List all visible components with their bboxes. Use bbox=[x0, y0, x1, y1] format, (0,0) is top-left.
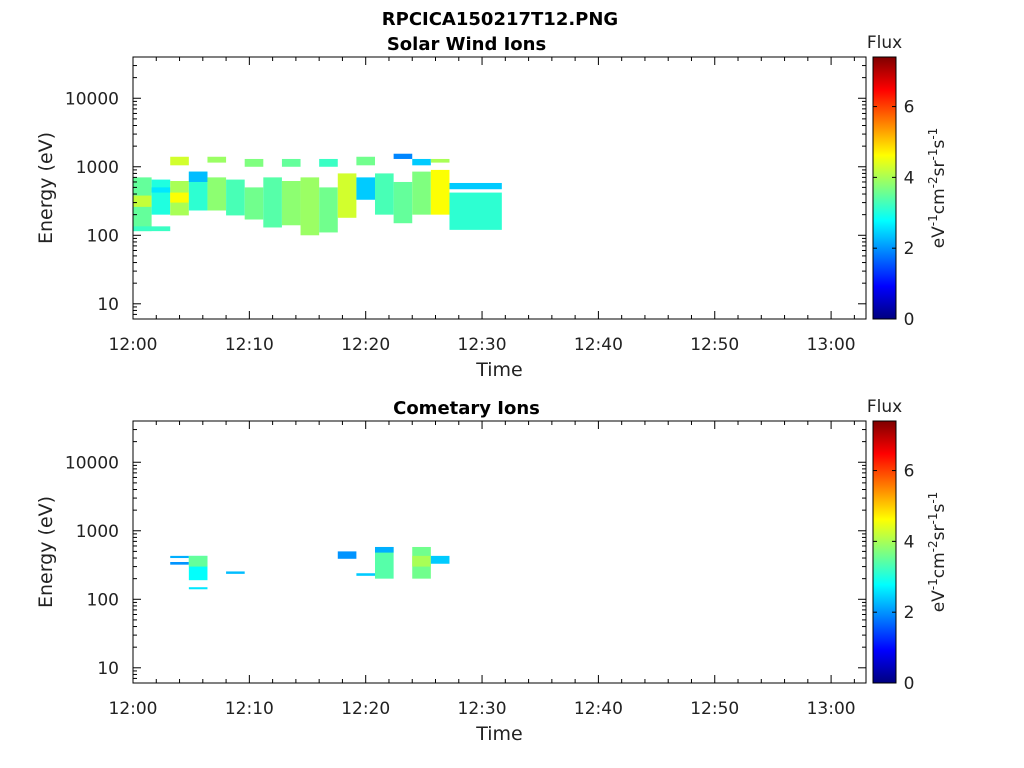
panel-2-colorbar-title: Flux bbox=[867, 397, 902, 417]
heatmap-cell bbox=[356, 156, 376, 166]
panel-1-colorbar-label: eV-1cm-2sr-1s-1 bbox=[926, 128, 949, 249]
panel-2-axes-box bbox=[132, 420, 867, 684]
y-tick-label: 100 bbox=[87, 590, 119, 610]
heatmap-cell bbox=[170, 555, 189, 559]
heatmap-cell bbox=[412, 555, 431, 567]
y-tick-label: 10 bbox=[97, 295, 119, 315]
x-tick-label: 12:40 bbox=[574, 335, 623, 355]
heatmap-cell bbox=[244, 187, 264, 220]
panel-2-x-axis-label: Time bbox=[475, 723, 523, 745]
x-tick-label: 12:00 bbox=[109, 335, 158, 355]
heatmap-cell bbox=[356, 573, 376, 576]
heatmap-cell bbox=[449, 182, 502, 190]
x-tick-label: 12:40 bbox=[574, 699, 623, 719]
x-tick-label: 12:30 bbox=[458, 699, 507, 719]
y-tick-label: 100 bbox=[87, 226, 119, 246]
heatmap-cell bbox=[375, 546, 394, 579]
colorbar-tick-label: 4 bbox=[904, 532, 915, 552]
colorbar-tick-label: 0 bbox=[904, 674, 915, 694]
colorbar-tick-label: 0 bbox=[904, 310, 915, 330]
panel-1-title: Solar Wind Ions bbox=[387, 34, 546, 55]
figure-title: RPCICA150217T12.PNG bbox=[382, 9, 618, 30]
heatmap-cell bbox=[133, 195, 152, 207]
colorbar-tick-label: 2 bbox=[904, 239, 915, 259]
panel-1-x-axis-label: Time bbox=[475, 359, 523, 381]
panel-2-title: Cometary Ions bbox=[393, 398, 540, 419]
heatmap-cell bbox=[375, 546, 394, 553]
heatmap-cell bbox=[300, 177, 320, 236]
heatmap-cell bbox=[393, 153, 413, 159]
heatmap-cell bbox=[188, 555, 208, 567]
heatmap-cell bbox=[430, 555, 450, 564]
x-tick-label: 12:00 bbox=[109, 699, 158, 719]
x-tick-label: 13:00 bbox=[807, 699, 856, 719]
panel-2-colorbar-label: eV-1cm-2sr-1s-1 bbox=[926, 492, 949, 613]
panel-1-colorbar-title: Flux bbox=[867, 33, 902, 53]
x-tick-label: 12:20 bbox=[341, 699, 390, 719]
heatmap-cell bbox=[356, 177, 376, 200]
panel-1-axes-box bbox=[132, 56, 867, 320]
x-tick-label: 12:20 bbox=[341, 335, 390, 355]
heatmap-cell bbox=[244, 158, 264, 167]
heatmap-cell bbox=[337, 173, 357, 218]
heatmap-cell bbox=[319, 158, 338, 167]
panel-1-heatmap bbox=[133, 153, 502, 236]
heatmap-cell bbox=[375, 173, 394, 215]
colorbar-tick-label: 4 bbox=[904, 168, 915, 188]
heatmap-cell bbox=[281, 180, 301, 226]
heatmap-cell bbox=[188, 171, 208, 182]
heatmap-cell bbox=[412, 158, 431, 166]
colorbar-tick-label: 6 bbox=[904, 462, 915, 482]
panel-1-y-axis-label: Energy (eV) bbox=[35, 132, 57, 244]
y-tick-label: 1000 bbox=[76, 522, 119, 542]
panel-2-y-axis-label: Energy (eV) bbox=[35, 496, 57, 608]
heatmap-cell bbox=[412, 171, 431, 215]
heatmap-cell bbox=[170, 562, 189, 565]
heatmap-cell bbox=[226, 571, 245, 574]
heatmap-cell bbox=[207, 156, 227, 163]
heatmap-cell bbox=[151, 187, 171, 193]
heatmap-cell bbox=[226, 179, 245, 216]
heatmap-cell bbox=[430, 158, 450, 163]
heatmap-cell bbox=[151, 179, 171, 215]
x-tick-label: 13:00 bbox=[807, 335, 856, 355]
y-tick-label: 10000 bbox=[65, 89, 119, 109]
y-tick-label: 1000 bbox=[76, 158, 119, 178]
heatmap-cell bbox=[281, 158, 301, 167]
heatmap-cell bbox=[188, 587, 208, 590]
heatmap-cell bbox=[449, 192, 502, 230]
heatmap-cell bbox=[133, 226, 171, 232]
x-tick-label: 12:10 bbox=[225, 699, 274, 719]
heatmap-cell bbox=[170, 192, 189, 203]
panel-1-colorbar bbox=[872, 56, 897, 320]
y-tick-label: 10000 bbox=[65, 453, 119, 473]
heatmap-cell bbox=[170, 156, 189, 166]
heatmap-cell bbox=[319, 187, 338, 233]
heatmap-cell bbox=[430, 169, 450, 215]
heatmap-cell bbox=[263, 177, 282, 228]
y-tick-label: 10 bbox=[97, 659, 119, 679]
heatmap-cell bbox=[337, 551, 357, 559]
heatmap-cell bbox=[207, 177, 227, 211]
heatmap-cell bbox=[393, 181, 413, 224]
x-tick-label: 12:50 bbox=[690, 699, 739, 719]
colorbar-tick-label: 6 bbox=[904, 98, 915, 118]
panel-2-heatmap bbox=[170, 546, 450, 590]
colorbar-tick-label: 2 bbox=[904, 603, 915, 623]
x-tick-label: 12:50 bbox=[690, 335, 739, 355]
x-tick-label: 12:30 bbox=[458, 335, 507, 355]
panel-2-colorbar bbox=[872, 420, 897, 684]
x-tick-label: 12:10 bbox=[225, 335, 274, 355]
